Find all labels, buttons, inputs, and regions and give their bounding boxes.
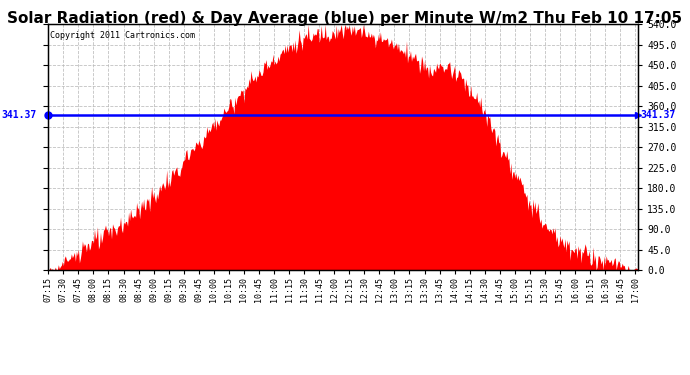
Text: Solar Radiation (red) & Day Average (blue) per Minute W/m2 Thu Feb 10 17:05: Solar Radiation (red) & Day Average (blu…: [8, 11, 682, 26]
Text: 341.37: 341.37: [1, 110, 37, 120]
Text: Copyright 2011 Cartronics.com: Copyright 2011 Cartronics.com: [50, 30, 195, 39]
Text: 341.37: 341.37: [640, 110, 676, 120]
